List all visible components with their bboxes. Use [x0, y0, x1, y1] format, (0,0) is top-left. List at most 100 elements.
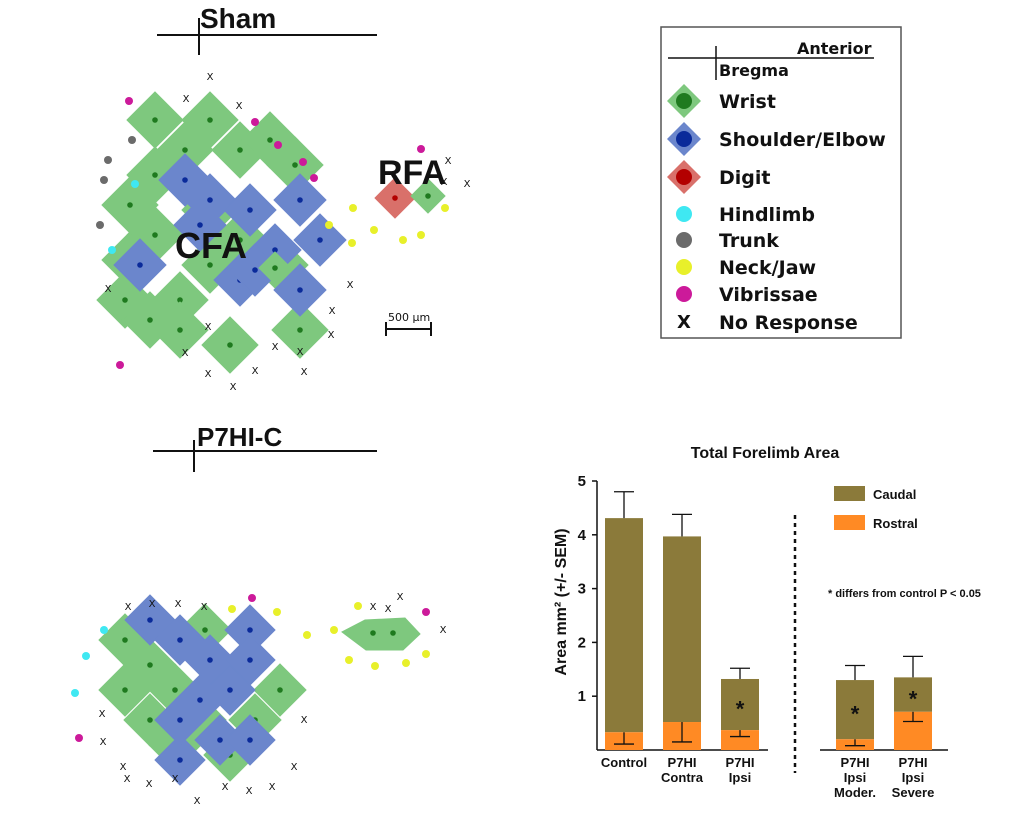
no-response-mark: X [252, 366, 259, 377]
neck-site [273, 608, 281, 616]
forelimb-area-chart: Total Forelimb Area Area mm² (+/- SEM) 1… [553, 445, 981, 800]
shoulder-site-dot [177, 757, 183, 763]
bar-caudal [605, 518, 643, 733]
vibrissae-site [251, 118, 259, 126]
hindlimb-site [108, 246, 116, 254]
rfa-wrist-site [341, 617, 421, 651]
legend-swatch-hindlimb [676, 206, 692, 222]
bar-caudal [836, 680, 874, 740]
legend-swatch-caudal [834, 486, 865, 501]
x-tick-label: Ipsi [729, 770, 751, 785]
no-response-mark: X [236, 101, 243, 112]
no-response-mark: X [291, 762, 298, 773]
y-tick-label: 2 [578, 634, 586, 651]
x-tick-label: Ipsi [902, 770, 924, 785]
no-response-mark: X [105, 284, 112, 295]
bar-caudal [663, 536, 701, 723]
wrist-site-dot [207, 262, 213, 268]
legend-swatch-vibrissae [676, 286, 692, 302]
no-response-mark: X [175, 599, 182, 610]
legend-label-trunk: Trunk [719, 230, 779, 252]
wrist-site-dot [207, 117, 213, 123]
vibrissae-site [274, 141, 282, 149]
legend-swatch-dot [676, 93, 692, 109]
vibrissae-site [299, 158, 307, 166]
neck-site [422, 650, 430, 658]
cfa-label: CFA [175, 225, 247, 266]
significance-note: * differs from control P < 0.05 [828, 588, 981, 600]
no-response-mark: X [194, 796, 201, 807]
rfa-label: RFA [378, 154, 446, 192]
wrist-site-dot [202, 627, 208, 633]
y-tick-label: 5 [578, 473, 586, 490]
trunk-site [104, 156, 112, 164]
wrist-site-dot [277, 687, 283, 693]
no-response-mark: X [269, 782, 276, 793]
shoulder-site-dot [197, 697, 203, 703]
y-tick-label: 3 [578, 581, 586, 598]
scale-bar-label: 500 µm [388, 311, 430, 324]
wrist-site-dot [182, 147, 188, 153]
wrist-site-dot [425, 193, 431, 199]
neck-site [402, 659, 410, 667]
no-response-mark: X [230, 382, 237, 393]
no-response-mark: X [445, 156, 452, 167]
neck-site [345, 656, 353, 664]
no-response-mark: X [182, 348, 189, 359]
neck-site [303, 631, 311, 639]
bars: * * * [605, 491, 932, 750]
y-ticks: 1 2 3 4 5 [578, 473, 597, 705]
no-response-mark: X [301, 715, 308, 726]
wrist-site-dot [237, 147, 243, 153]
wrist-site-dot [370, 630, 376, 636]
digit-site-dot [392, 195, 398, 201]
legend-swatch-x: X [677, 312, 691, 333]
vibrissae-site [75, 734, 83, 742]
legend-label-digit: Digit [719, 167, 770, 189]
hindlimb-site [71, 689, 79, 697]
vibrissae-site [422, 608, 430, 616]
no-response-mark: X [146, 779, 153, 790]
shoulder-site-dot [247, 737, 253, 743]
no-response-mark: X [397, 592, 404, 603]
neck-site [441, 204, 449, 212]
no-response-mark: X [120, 762, 127, 773]
no-response-mark: X [149, 599, 156, 610]
legend-label-shoulder-elbow: Shoulder/Elbow [719, 129, 886, 151]
no-response-mark: X [100, 737, 107, 748]
wrist-site-dot [147, 717, 153, 723]
vibrissae-site [248, 594, 256, 602]
chart-legend: Caudal Rostral [834, 486, 918, 531]
sham-title: Sham [200, 3, 276, 34]
wrist-site-dot [272, 265, 278, 271]
shoulder-site-dot [247, 627, 253, 633]
no-response-mark: X [172, 774, 179, 785]
no-response-mark: X [124, 774, 131, 785]
legend-label-caudal: Caudal [873, 487, 916, 502]
shoulder-site-dot [317, 237, 323, 243]
shoulder-site-dot [177, 717, 183, 723]
no-response-mark: X [207, 72, 214, 83]
x-tick-label: P7HI [726, 755, 755, 770]
vibrissae-site [310, 174, 318, 182]
vibrissae-site [116, 361, 124, 369]
shoulder-site-dot [182, 177, 188, 183]
vibrissae-site [417, 145, 425, 153]
no-response-mark: X [464, 179, 471, 190]
x-tick-label: Severe [892, 785, 935, 800]
shoulder-site-dot [297, 287, 303, 293]
bar-caudal [894, 677, 932, 712]
y-tick-label: 1 [578, 688, 586, 705]
legend-label-wrist: Wrist [719, 91, 776, 113]
wrist-site-dot [177, 327, 183, 333]
significance-star: * [736, 697, 745, 722]
no-response-mark: X [201, 602, 208, 613]
wrist-site-dot [172, 687, 178, 693]
wrist-site-dot [127, 202, 133, 208]
legend-swatch-trunk [676, 232, 692, 248]
vibrissae-site [125, 97, 133, 105]
